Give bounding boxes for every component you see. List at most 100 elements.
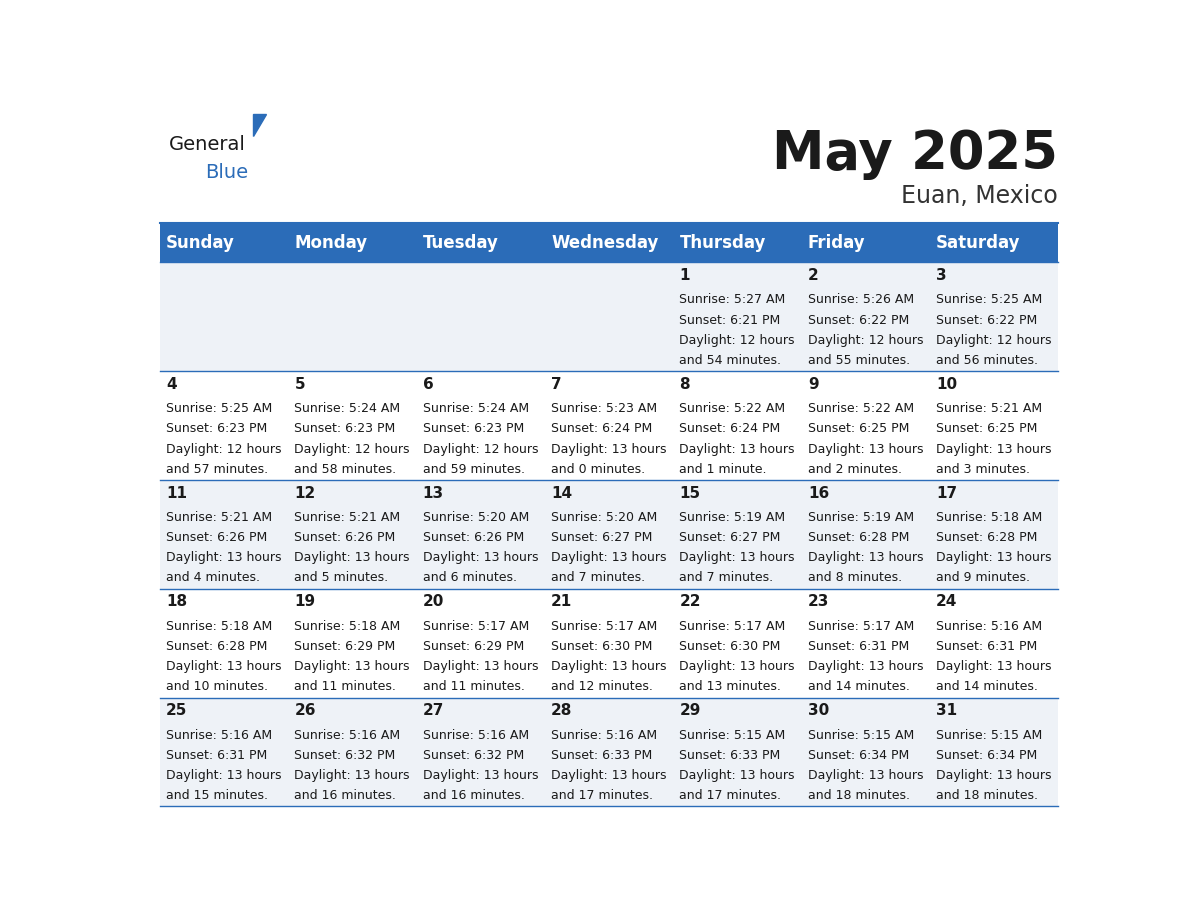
Text: General: General (169, 135, 246, 154)
Text: Sunset: 6:29 PM: Sunset: 6:29 PM (423, 640, 524, 653)
Text: and 16 minutes.: and 16 minutes. (295, 789, 397, 802)
Text: Sunrise: 5:23 AM: Sunrise: 5:23 AM (551, 402, 657, 415)
Text: Daylight: 13 hours: Daylight: 13 hours (936, 769, 1051, 782)
Text: Sunrise: 5:17 AM: Sunrise: 5:17 AM (680, 620, 785, 633)
Text: Daylight: 13 hours: Daylight: 13 hours (295, 552, 410, 565)
Text: 14: 14 (551, 486, 573, 500)
Bar (674, 263, 802, 371)
Text: Sunday: Sunday (166, 234, 235, 252)
Text: Sunset: 6:33 PM: Sunset: 6:33 PM (680, 749, 781, 762)
Text: Saturday: Saturday (936, 234, 1020, 252)
Text: Sunrise: 5:18 AM: Sunrise: 5:18 AM (166, 620, 272, 633)
Bar (674, 698, 802, 806)
Polygon shape (253, 115, 266, 136)
Text: Daylight: 12 hours: Daylight: 12 hours (166, 442, 282, 455)
Text: Sunset: 6:21 PM: Sunset: 6:21 PM (680, 314, 781, 327)
Text: 19: 19 (295, 594, 316, 610)
Text: Euan, Mexico: Euan, Mexico (902, 185, 1059, 208)
Bar (544, 480, 674, 588)
Bar (416, 698, 544, 806)
Text: Sunrise: 5:26 AM: Sunrise: 5:26 AM (808, 294, 914, 307)
Text: 21: 21 (551, 594, 573, 610)
Text: Monday: Monday (295, 234, 367, 252)
Text: 6: 6 (423, 376, 434, 392)
Text: 17: 17 (936, 486, 958, 500)
Text: and 11 minutes.: and 11 minutes. (423, 680, 525, 693)
Text: Sunrise: 5:16 AM: Sunrise: 5:16 AM (551, 729, 657, 742)
Text: Daylight: 13 hours: Daylight: 13 hours (936, 660, 1051, 673)
Bar (802, 223, 930, 263)
Text: Wednesday: Wednesday (551, 234, 658, 252)
Text: Daylight: 13 hours: Daylight: 13 hours (295, 660, 410, 673)
Bar (544, 223, 674, 263)
Text: Sunset: 6:26 PM: Sunset: 6:26 PM (166, 532, 267, 544)
Text: Daylight: 13 hours: Daylight: 13 hours (423, 660, 538, 673)
Text: May 2025: May 2025 (772, 128, 1059, 180)
Text: Daylight: 12 hours: Daylight: 12 hours (295, 442, 410, 455)
Text: and 57 minutes.: and 57 minutes. (166, 463, 268, 476)
Text: Daylight: 13 hours: Daylight: 13 hours (551, 442, 666, 455)
Bar (159, 480, 287, 588)
Text: 18: 18 (166, 594, 188, 610)
Text: 25: 25 (166, 703, 188, 718)
Text: and 13 minutes.: and 13 minutes. (680, 680, 782, 693)
Text: 9: 9 (808, 376, 819, 392)
Bar (930, 223, 1059, 263)
Text: Daylight: 13 hours: Daylight: 13 hours (680, 442, 795, 455)
Text: 26: 26 (295, 703, 316, 718)
Text: and 12 minutes.: and 12 minutes. (551, 680, 653, 693)
Text: and 14 minutes.: and 14 minutes. (936, 680, 1038, 693)
Text: Sunset: 6:34 PM: Sunset: 6:34 PM (808, 749, 909, 762)
Text: Sunset: 6:25 PM: Sunset: 6:25 PM (936, 422, 1037, 435)
Text: and 7 minutes.: and 7 minutes. (680, 572, 773, 585)
Text: Sunset: 6:26 PM: Sunset: 6:26 PM (295, 532, 396, 544)
Text: and 2 minutes.: and 2 minutes. (808, 463, 902, 476)
Text: and 18 minutes.: and 18 minutes. (936, 789, 1038, 802)
Text: Sunrise: 5:17 AM: Sunrise: 5:17 AM (551, 620, 657, 633)
Text: 12: 12 (295, 486, 316, 500)
Text: Sunrise: 5:19 AM: Sunrise: 5:19 AM (680, 511, 785, 524)
Text: 29: 29 (680, 703, 701, 718)
Text: Sunrise: 5:15 AM: Sunrise: 5:15 AM (680, 729, 785, 742)
Text: Tuesday: Tuesday (423, 234, 499, 252)
Text: 28: 28 (551, 703, 573, 718)
Text: Daylight: 13 hours: Daylight: 13 hours (166, 552, 282, 565)
Text: 13: 13 (423, 486, 444, 500)
Text: Sunrise: 5:16 AM: Sunrise: 5:16 AM (166, 729, 272, 742)
Bar (802, 371, 930, 480)
Text: Daylight: 13 hours: Daylight: 13 hours (936, 442, 1051, 455)
Text: Sunrise: 5:15 AM: Sunrise: 5:15 AM (936, 729, 1043, 742)
Text: Sunrise: 5:15 AM: Sunrise: 5:15 AM (808, 729, 914, 742)
Bar (287, 698, 416, 806)
Bar (544, 371, 674, 480)
Bar (159, 588, 287, 698)
Text: Sunrise: 5:19 AM: Sunrise: 5:19 AM (808, 511, 914, 524)
Text: 16: 16 (808, 486, 829, 500)
Text: Sunset: 6:34 PM: Sunset: 6:34 PM (936, 749, 1037, 762)
Text: Sunrise: 5:24 AM: Sunrise: 5:24 AM (295, 402, 400, 415)
Text: and 3 minutes.: and 3 minutes. (936, 463, 1030, 476)
Text: and 7 minutes.: and 7 minutes. (551, 572, 645, 585)
Text: Sunset: 6:23 PM: Sunset: 6:23 PM (423, 422, 524, 435)
Text: Sunrise: 5:20 AM: Sunrise: 5:20 AM (423, 511, 529, 524)
Text: 24: 24 (936, 594, 958, 610)
Text: Sunset: 6:22 PM: Sunset: 6:22 PM (808, 314, 909, 327)
Text: Daylight: 13 hours: Daylight: 13 hours (166, 769, 282, 782)
Bar (930, 698, 1059, 806)
Bar (544, 698, 674, 806)
Text: and 15 minutes.: and 15 minutes. (166, 789, 268, 802)
Text: and 17 minutes.: and 17 minutes. (680, 789, 782, 802)
Text: Sunset: 6:30 PM: Sunset: 6:30 PM (551, 640, 652, 653)
Text: 7: 7 (551, 376, 562, 392)
Text: Sunset: 6:28 PM: Sunset: 6:28 PM (936, 532, 1037, 544)
Text: Daylight: 13 hours: Daylight: 13 hours (551, 769, 666, 782)
Text: 30: 30 (808, 703, 829, 718)
Text: Daylight: 13 hours: Daylight: 13 hours (295, 769, 410, 782)
Text: Daylight: 13 hours: Daylight: 13 hours (423, 769, 538, 782)
Text: and 54 minutes.: and 54 minutes. (680, 353, 782, 367)
Text: Daylight: 13 hours: Daylight: 13 hours (680, 660, 795, 673)
Text: 11: 11 (166, 486, 187, 500)
Bar (802, 263, 930, 371)
Bar (416, 223, 544, 263)
Bar (930, 480, 1059, 588)
